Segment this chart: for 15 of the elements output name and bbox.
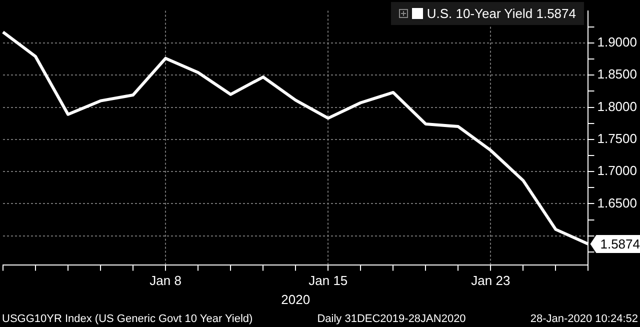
legend-label: U.S. 10-Year Yield 1.5874 [426,6,576,21]
text: USGG10YR Index (US Generic Govt 10 Year Yield) [2,313,253,325]
x-axis-title: 2020 [281,292,310,307]
y-tick-label: 1.9000 [597,34,638,50]
x-tick-label: Jan 15 [308,273,348,288]
data-label: 1.5874 [600,236,640,252]
y-tick-label: 1.6500 [597,195,638,210]
x-tick-label: Jan 23 [471,273,510,288]
y-tick-label: 1.8000 [597,98,638,114]
text: 28-Jan-2020 10:24:52 [530,313,638,325]
x-tick-label: Jan 8 [150,273,182,288]
text: Daily 31DEC2019-28JAN2020 [317,313,466,325]
y-tick-label: 1.7000 [597,163,638,178]
y-tick-label: 1.8500 [597,66,638,82]
y-tick-label: 1.7500 [597,130,638,146]
